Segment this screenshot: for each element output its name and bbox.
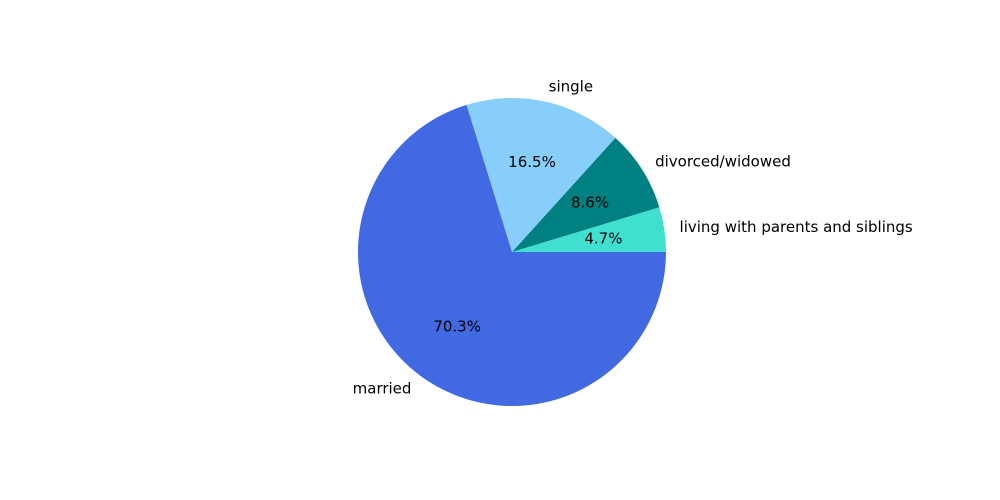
slice-label-divorced-widowed: divorced/widowed: [655, 152, 791, 170]
pie-slice-married: [357, 104, 666, 407]
pct-label-divorced-widowed: 8.6%: [571, 194, 609, 212]
pct-label-living-with-parents-and-siblings: 4.7%: [584, 229, 622, 247]
pie-slice-divorced-widowed: [512, 137, 660, 252]
pct-label-single: 16.5%: [508, 153, 556, 171]
slice-label-single: single: [549, 78, 593, 96]
pie-slices: [357, 98, 666, 407]
slice-label-living-with-parents-and-siblings: living with parents and siblings: [680, 218, 913, 236]
pie-slice-single: [466, 98, 616, 252]
pie-slice-living-with-parents-and-siblings: [512, 207, 666, 252]
pct-label-married: 70.3%: [433, 317, 481, 335]
pie-labels: living with parents and siblings 4.7% divo…: [353, 78, 913, 398]
slice-label-married: married: [353, 379, 412, 397]
